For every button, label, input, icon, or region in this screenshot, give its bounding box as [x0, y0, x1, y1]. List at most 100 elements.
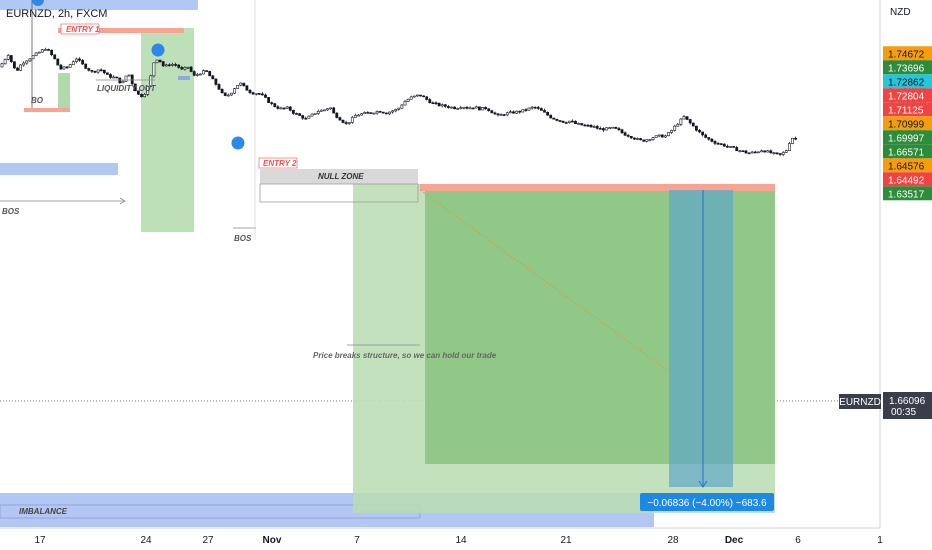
candle-up [96, 69, 100, 73]
candle-down [778, 153, 782, 155]
candle-down [257, 93, 261, 95]
candle-down [344, 122, 348, 124]
candle-up [462, 106, 466, 109]
candle-down [446, 106, 450, 108]
time-tick: 21 [560, 535, 572, 546]
candle-down [288, 106, 292, 111]
candle-up [279, 107, 283, 110]
symbol-title[interactable]: EURNZD, 2h, FXCM [6, 8, 107, 20]
candle-down [465, 106, 469, 109]
entry2-label-box [258, 157, 298, 169]
candle-up [171, 64, 174, 66]
candle-up [766, 150, 770, 153]
candle-up [787, 143, 791, 151]
candle-down [251, 92, 255, 95]
candle-down [378, 111, 382, 113]
price-tag: 1.66571 [888, 147, 925, 158]
entry1-label-box [60, 23, 100, 35]
candle-up [530, 106, 534, 109]
time-tick: 7 [354, 535, 360, 546]
candle-up [729, 146, 732, 148]
time-tick: 1 [877, 535, 883, 546]
price-tag-box [883, 46, 932, 61]
candle-up [155, 59, 159, 64]
candle-down [425, 96, 429, 100]
candle-down [428, 99, 432, 104]
candle-up [409, 96, 413, 100]
candle-down [366, 112, 370, 114]
candle-down [601, 128, 605, 131]
candle-up [648, 139, 652, 141]
measure-label: −0.06836 (−4.00%) −683.6 [647, 498, 767, 509]
null-zone-box [260, 169, 418, 184]
price-tag-box [883, 102, 932, 117]
candle-down [434, 102, 438, 105]
candle-down [719, 143, 723, 145]
candle-up [682, 116, 686, 120]
candle-down [794, 137, 798, 140]
candle-down [614, 126, 618, 129]
annotation-texts: ENTRY 1 ENTRY 2 LIQUIDITY OUT BO BOS BOS… [2, 23, 774, 516]
time-axis[interactable] [0, 528, 932, 550]
candle-down [549, 114, 553, 119]
candle-up [375, 111, 379, 114]
candle-down [598, 128, 602, 130]
candle-up [663, 135, 667, 138]
candle-up [40, 49, 44, 53]
candle-down [555, 118, 559, 121]
candle-down [570, 120, 574, 123]
candle-down [304, 117, 308, 120]
trend-projection-line [419, 189, 671, 373]
candle-up [22, 62, 26, 66]
candle-up [353, 115, 357, 118]
candle-down [685, 116, 689, 120]
price-tag-box [883, 158, 932, 173]
bos-left-label: BOS [2, 207, 20, 216]
candle-down [753, 151, 757, 154]
candle-up [679, 118, 683, 125]
candle-down [769, 150, 773, 154]
candle-down [220, 89, 224, 94]
candle-down [295, 113, 298, 115]
candle-down [580, 123, 584, 126]
candle-up [195, 74, 199, 76]
candle-up [68, 64, 72, 68]
candle-down [725, 145, 729, 148]
stop-zone [420, 184, 775, 191]
price-tag-box [883, 116, 932, 131]
candle-down [564, 122, 568, 124]
candle-up [499, 114, 503, 116]
candle-down [639, 138, 643, 141]
candle-down [369, 112, 373, 114]
last-price: 1.66096 [889, 396, 926, 407]
time-ticks: 17 24 27 Nov 7 14 21 28 Dec 6 1 [34, 535, 883, 546]
candle-up [459, 107, 463, 109]
candle-down [189, 66, 193, 72]
candle-down [490, 110, 494, 114]
candle-down [518, 110, 522, 113]
candle-down [422, 95, 426, 98]
candle-up [527, 107, 531, 111]
candle-up [199, 73, 202, 76]
entry1-trade-zone [141, 28, 194, 232]
last-price-box[interactable] [883, 392, 932, 419]
candle-up [233, 88, 236, 94]
measure-box [640, 493, 774, 511]
candle-up [521, 109, 525, 113]
candle-down [133, 83, 137, 92]
candle-down [437, 102, 441, 107]
candle-up [608, 127, 612, 129]
candle-up [62, 66, 66, 70]
price-tag-box [883, 172, 932, 187]
candle-down [84, 63, 88, 69]
candle-up [654, 135, 658, 138]
price-tag: 1.72862 [888, 77, 925, 88]
time-tick: 24 [140, 535, 152, 546]
candle-down [282, 107, 286, 110]
candle-down [384, 112, 388, 115]
candle-down [431, 102, 435, 105]
candle-up [149, 75, 153, 87]
candle-down [192, 71, 196, 76]
candle-down [775, 152, 779, 155]
